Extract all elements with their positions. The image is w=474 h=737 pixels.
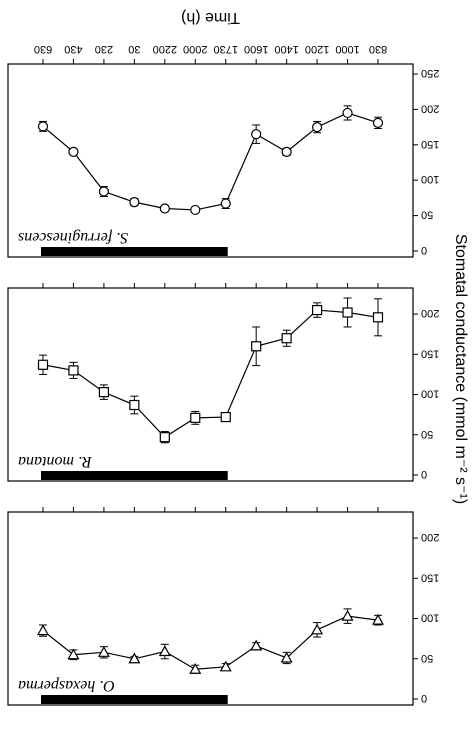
data-point — [190, 412, 201, 423]
x-tick-label: 2200 — [153, 43, 177, 55]
data-point — [281, 146, 292, 157]
data-point — [371, 613, 385, 625]
species-label: S. ferruginescens — [18, 229, 128, 246]
data-point — [281, 333, 292, 344]
data-point — [129, 197, 140, 208]
panel-frame — [7, 287, 414, 482]
data-point — [67, 648, 80, 660]
data-point — [97, 646, 110, 657]
data-point — [342, 107, 353, 119]
data-point — [250, 639, 263, 651]
x-tick-label: 430 — [64, 43, 82, 55]
data-point — [158, 645, 171, 657]
y-tick-label: 0 — [421, 468, 427, 480]
y-tick-label: 150 — [421, 571, 439, 583]
panel-1: 0 50 100 150 200 R. montana — [7, 283, 439, 482]
data-point — [159, 203, 170, 214]
y-tick-label: 100 — [421, 612, 439, 624]
x-tick-label: 1600 — [244, 43, 268, 55]
y-tick-label: 150 — [421, 347, 439, 359]
species-label: R. montana — [18, 453, 93, 470]
x-tick-label: 630 — [34, 43, 52, 55]
species-label: O. hexasperma — [18, 677, 115, 694]
y-tick-label: 50 — [421, 428, 433, 440]
night-bar — [41, 471, 228, 480]
y-tick-label: 50 — [421, 652, 433, 664]
x-tick-label: 1000 — [335, 43, 359, 55]
data-point — [341, 609, 354, 621]
y-axis-title: Stomatal conductance (mmol m⁻² s⁻¹) — [452, 234, 469, 504]
data-point — [37, 359, 49, 370]
y-tick-label: 100 — [421, 388, 439, 400]
data-point — [220, 198, 231, 209]
data-point — [219, 660, 232, 672]
x-tick-label: 1730 — [213, 43, 237, 55]
data-point — [311, 304, 323, 316]
x-tick-label: 30 — [128, 43, 140, 55]
y-tick-label: 0 — [421, 244, 427, 256]
data-point — [189, 662, 202, 674]
data-point — [36, 624, 50, 636]
panel-2: 0 50 100 150 200 250 S. ferruginescens — [7, 59, 439, 258]
panels: 0 50 100 150 200 O. hexasperma 0 50 100 150 200 R. … — [7, 43, 439, 706]
x-axis-title: Time (h) — [181, 9, 240, 26]
y-tick-label: 50 — [421, 209, 433, 221]
x-tick-label: 830 — [369, 43, 387, 55]
data-point — [129, 399, 140, 411]
y-tick-label: 200 — [421, 307, 439, 319]
data-point — [280, 651, 293, 663]
x-tick-label: 230 — [95, 43, 113, 55]
data-point — [98, 186, 110, 197]
panel-frame — [7, 511, 414, 706]
data-point — [251, 129, 262, 140]
y-tick-label: 100 — [421, 173, 439, 185]
y-tick-label: 150 — [421, 138, 439, 150]
y-tick-label: 200 — [421, 102, 439, 114]
data-point — [37, 121, 49, 132]
data-point — [372, 117, 384, 128]
panel-frame — [7, 63, 414, 258]
series-line — [42, 112, 379, 211]
night-bar — [41, 247, 228, 256]
series-line — [42, 309, 379, 438]
data-point — [251, 341, 262, 352]
x-tick-label: 2000 — [183, 43, 207, 55]
data-point — [311, 623, 324, 635]
y-tick-label: 200 — [421, 531, 439, 543]
data-point — [68, 146, 79, 157]
panel-0: 0 50 100 150 200 O. hexasperma — [7, 507, 439, 706]
y-tick-label: 250 — [421, 67, 439, 79]
x-tick-label: 1200 — [305, 43, 329, 55]
data-point — [68, 365, 79, 376]
x-tick-label: 1400 — [274, 43, 298, 55]
data-point — [342, 307, 353, 318]
y-tick-label: 0 — [421, 692, 427, 704]
data-point — [128, 652, 141, 664]
data-point — [190, 204, 201, 216]
series-line — [42, 615, 379, 670]
data-point — [311, 121, 323, 133]
data-point — [98, 387, 110, 398]
figure-rotated-group: Time (h) Stomatal conductance (mmol m⁻² … — [7, 9, 469, 706]
data-point — [220, 411, 231, 423]
data-point — [372, 312, 384, 323]
night-bar — [41, 695, 228, 704]
data-point — [159, 432, 170, 443]
